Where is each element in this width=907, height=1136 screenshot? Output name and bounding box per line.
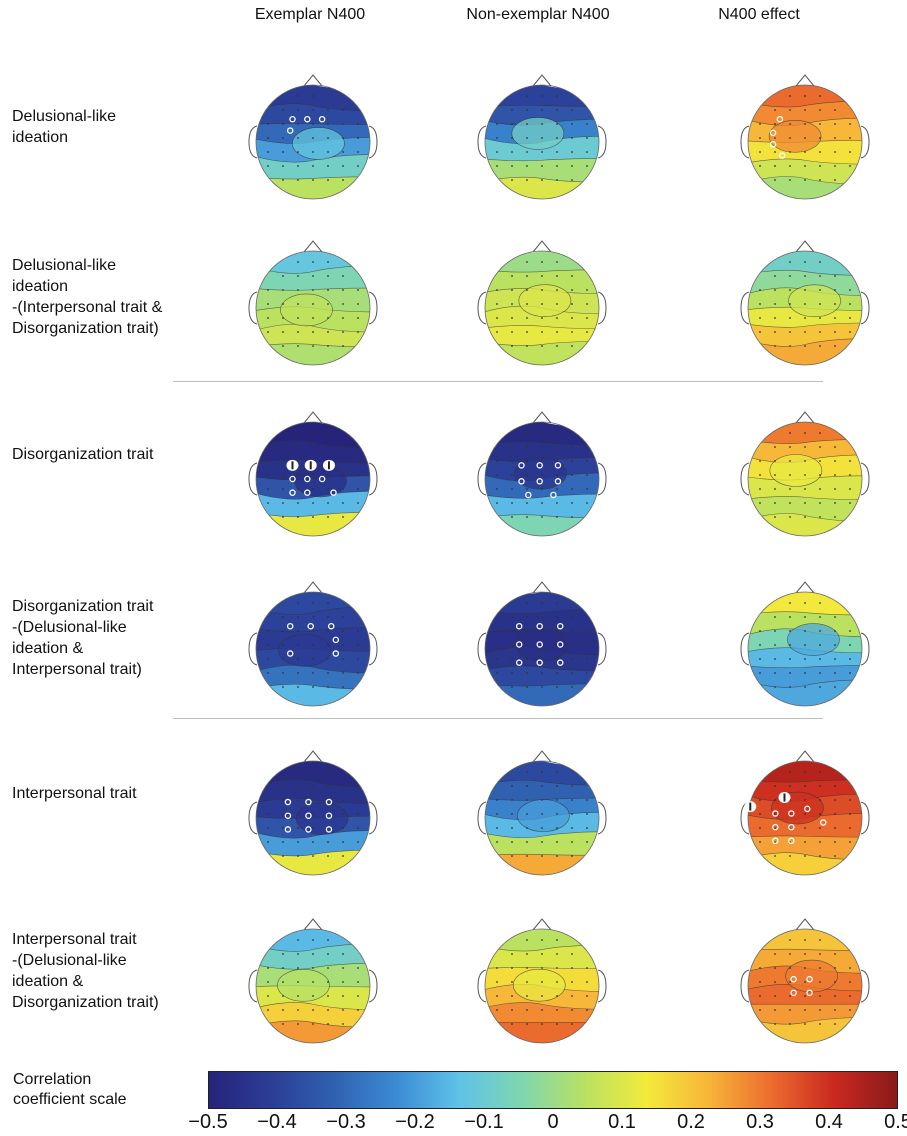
colorbar [208, 1071, 898, 1109]
topomap-r5-c1 [477, 916, 607, 1046]
topomap-r4-c0 [248, 748, 378, 878]
colorbar-tick: −0.4 [257, 1111, 296, 1134]
topomap-r0-c0 [248, 72, 378, 202]
row-label-1: Delusional-like ideation -(Interpersonal t… [12, 255, 202, 339]
colorbar-tick: −0.5 [188, 1111, 227, 1134]
topomap-r5-c0 [248, 916, 378, 1046]
topomap-r1-c0 [248, 238, 378, 368]
topomap-r5-c2 [740, 916, 870, 1046]
colorbar-tick: 0.1 [608, 1111, 636, 1134]
topomap-r2-c1 [477, 409, 607, 539]
col-header-1: Non-exemplar N400 [428, 6, 648, 24]
topomap-r3-c1 [477, 579, 607, 709]
topomap-r2-c0 [248, 409, 378, 539]
topomap-r3-c0 [248, 579, 378, 709]
colorbar-tick: −0.3 [326, 1111, 365, 1134]
divider-2 [173, 718, 823, 719]
colorbar-tick: 0.3 [746, 1111, 774, 1134]
colorbar-tick: −0.1 [464, 1111, 503, 1134]
row-label-3: Disorganization trait -(Delusional-like id… [12, 596, 212, 680]
colorbar-tick: 0.2 [677, 1111, 705, 1134]
topomap-r4-c1 [477, 748, 607, 878]
topomap-r4-c2 [740, 748, 870, 878]
topomap-r3-c2 [740, 579, 870, 709]
divider-1 [173, 381, 823, 382]
col-header-2: N400 effect [704, 6, 814, 24]
topomap-r1-c1 [477, 238, 607, 368]
colorbar-tick: 0.4 [815, 1111, 843, 1134]
row-label-4: Interpersonal trait [12, 783, 212, 804]
row-label-0: Delusional-like ideation [12, 106, 212, 148]
colorbar-tick: −0.2 [395, 1111, 434, 1134]
colorbar-tick: 0.5 [884, 1111, 907, 1134]
topomap-r2-c2 [740, 409, 870, 539]
row-label-5: Interpersonal trait -(Delusional-like idea… [12, 929, 212, 1013]
row-label-2: Disorganization trait [12, 444, 212, 465]
col-header-0: Exemplar N400 [200, 6, 420, 24]
colorbar-title: Correlation coefficient scale [13, 1070, 193, 1110]
topomap-r1-c2 [740, 238, 870, 368]
colorbar-tick: 0 [547, 1111, 558, 1134]
topomap-r0-c1 [477, 72, 607, 202]
topomap-r0-c2 [740, 72, 870, 202]
